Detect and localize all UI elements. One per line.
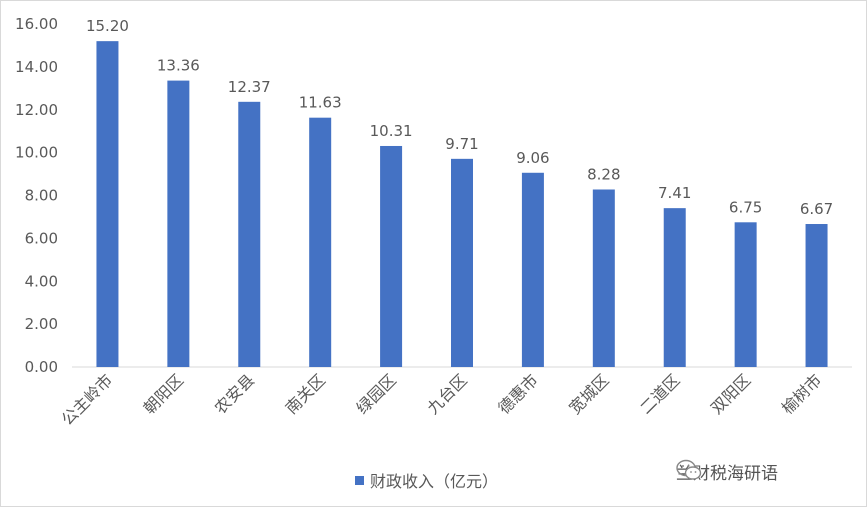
x-tick-label: 朝阳区	[140, 370, 187, 417]
data-label: 9.06	[516, 149, 549, 167]
data-label: 6.67	[800, 200, 833, 218]
wechat-icon	[676, 459, 702, 480]
data-label: 9.71	[445, 135, 478, 153]
bar-0	[96, 41, 119, 368]
legend-swatch	[355, 475, 364, 485]
x-tick-label: 农安县	[211, 370, 258, 417]
y-tick-label: 12.00	[15, 101, 58, 119]
y-tick-label: 16.00	[15, 15, 58, 33]
bar-6	[521, 172, 544, 367]
bar-1	[167, 80, 190, 367]
bar-10	[805, 224, 828, 367]
watermark-text: 兰财税海研语	[676, 464, 778, 484]
y-tick-label: 14.00	[15, 58, 58, 76]
legend-label: 财政收入（亿元）	[370, 472, 499, 491]
data-label: 6.75	[729, 198, 762, 216]
y-tick-label: 8.00	[25, 187, 58, 205]
y-tick-label: 6.00	[25, 229, 58, 247]
bar-5	[451, 158, 473, 367]
x-tick-label: 榆树市	[778, 370, 825, 417]
y-tick-label: 4.00	[25, 272, 58, 290]
data-label: 8.28	[587, 165, 620, 183]
x-tick-label: 宽城区	[565, 370, 612, 417]
bar-9	[734, 222, 757, 367]
bar-2	[238, 101, 261, 368]
legend: 财政收入（亿元）	[355, 468, 498, 492]
bar-3	[309, 117, 332, 367]
x-tick-label: 二道区	[636, 370, 683, 417]
x-tick-label: 南关区	[282, 370, 329, 417]
data-label: 13.36	[157, 57, 200, 75]
y-tick-label: 0.00	[25, 358, 58, 376]
y-tick-label: 2.00	[25, 315, 58, 333]
x-tick-label: 双阳区	[707, 370, 754, 417]
bar-8	[663, 208, 686, 367]
data-label: 11.63	[299, 94, 342, 112]
x-tick-label: 绿园区	[353, 370, 400, 417]
x-tick-label: 德惠市	[494, 370, 541, 417]
data-label: 15.20	[86, 17, 129, 35]
x-tick-label: 公主岭市	[58, 370, 117, 429]
x-tick-label: 九台区	[423, 370, 470, 417]
data-label: 7.41	[658, 184, 691, 202]
data-label: 12.37	[228, 78, 271, 96]
data-label: 10.31	[370, 122, 413, 140]
bar-7	[592, 189, 615, 367]
bar-4	[380, 145, 403, 367]
y-tick-label: 10.00	[15, 144, 58, 162]
watermark: 兰财税海研语	[676, 459, 778, 484]
